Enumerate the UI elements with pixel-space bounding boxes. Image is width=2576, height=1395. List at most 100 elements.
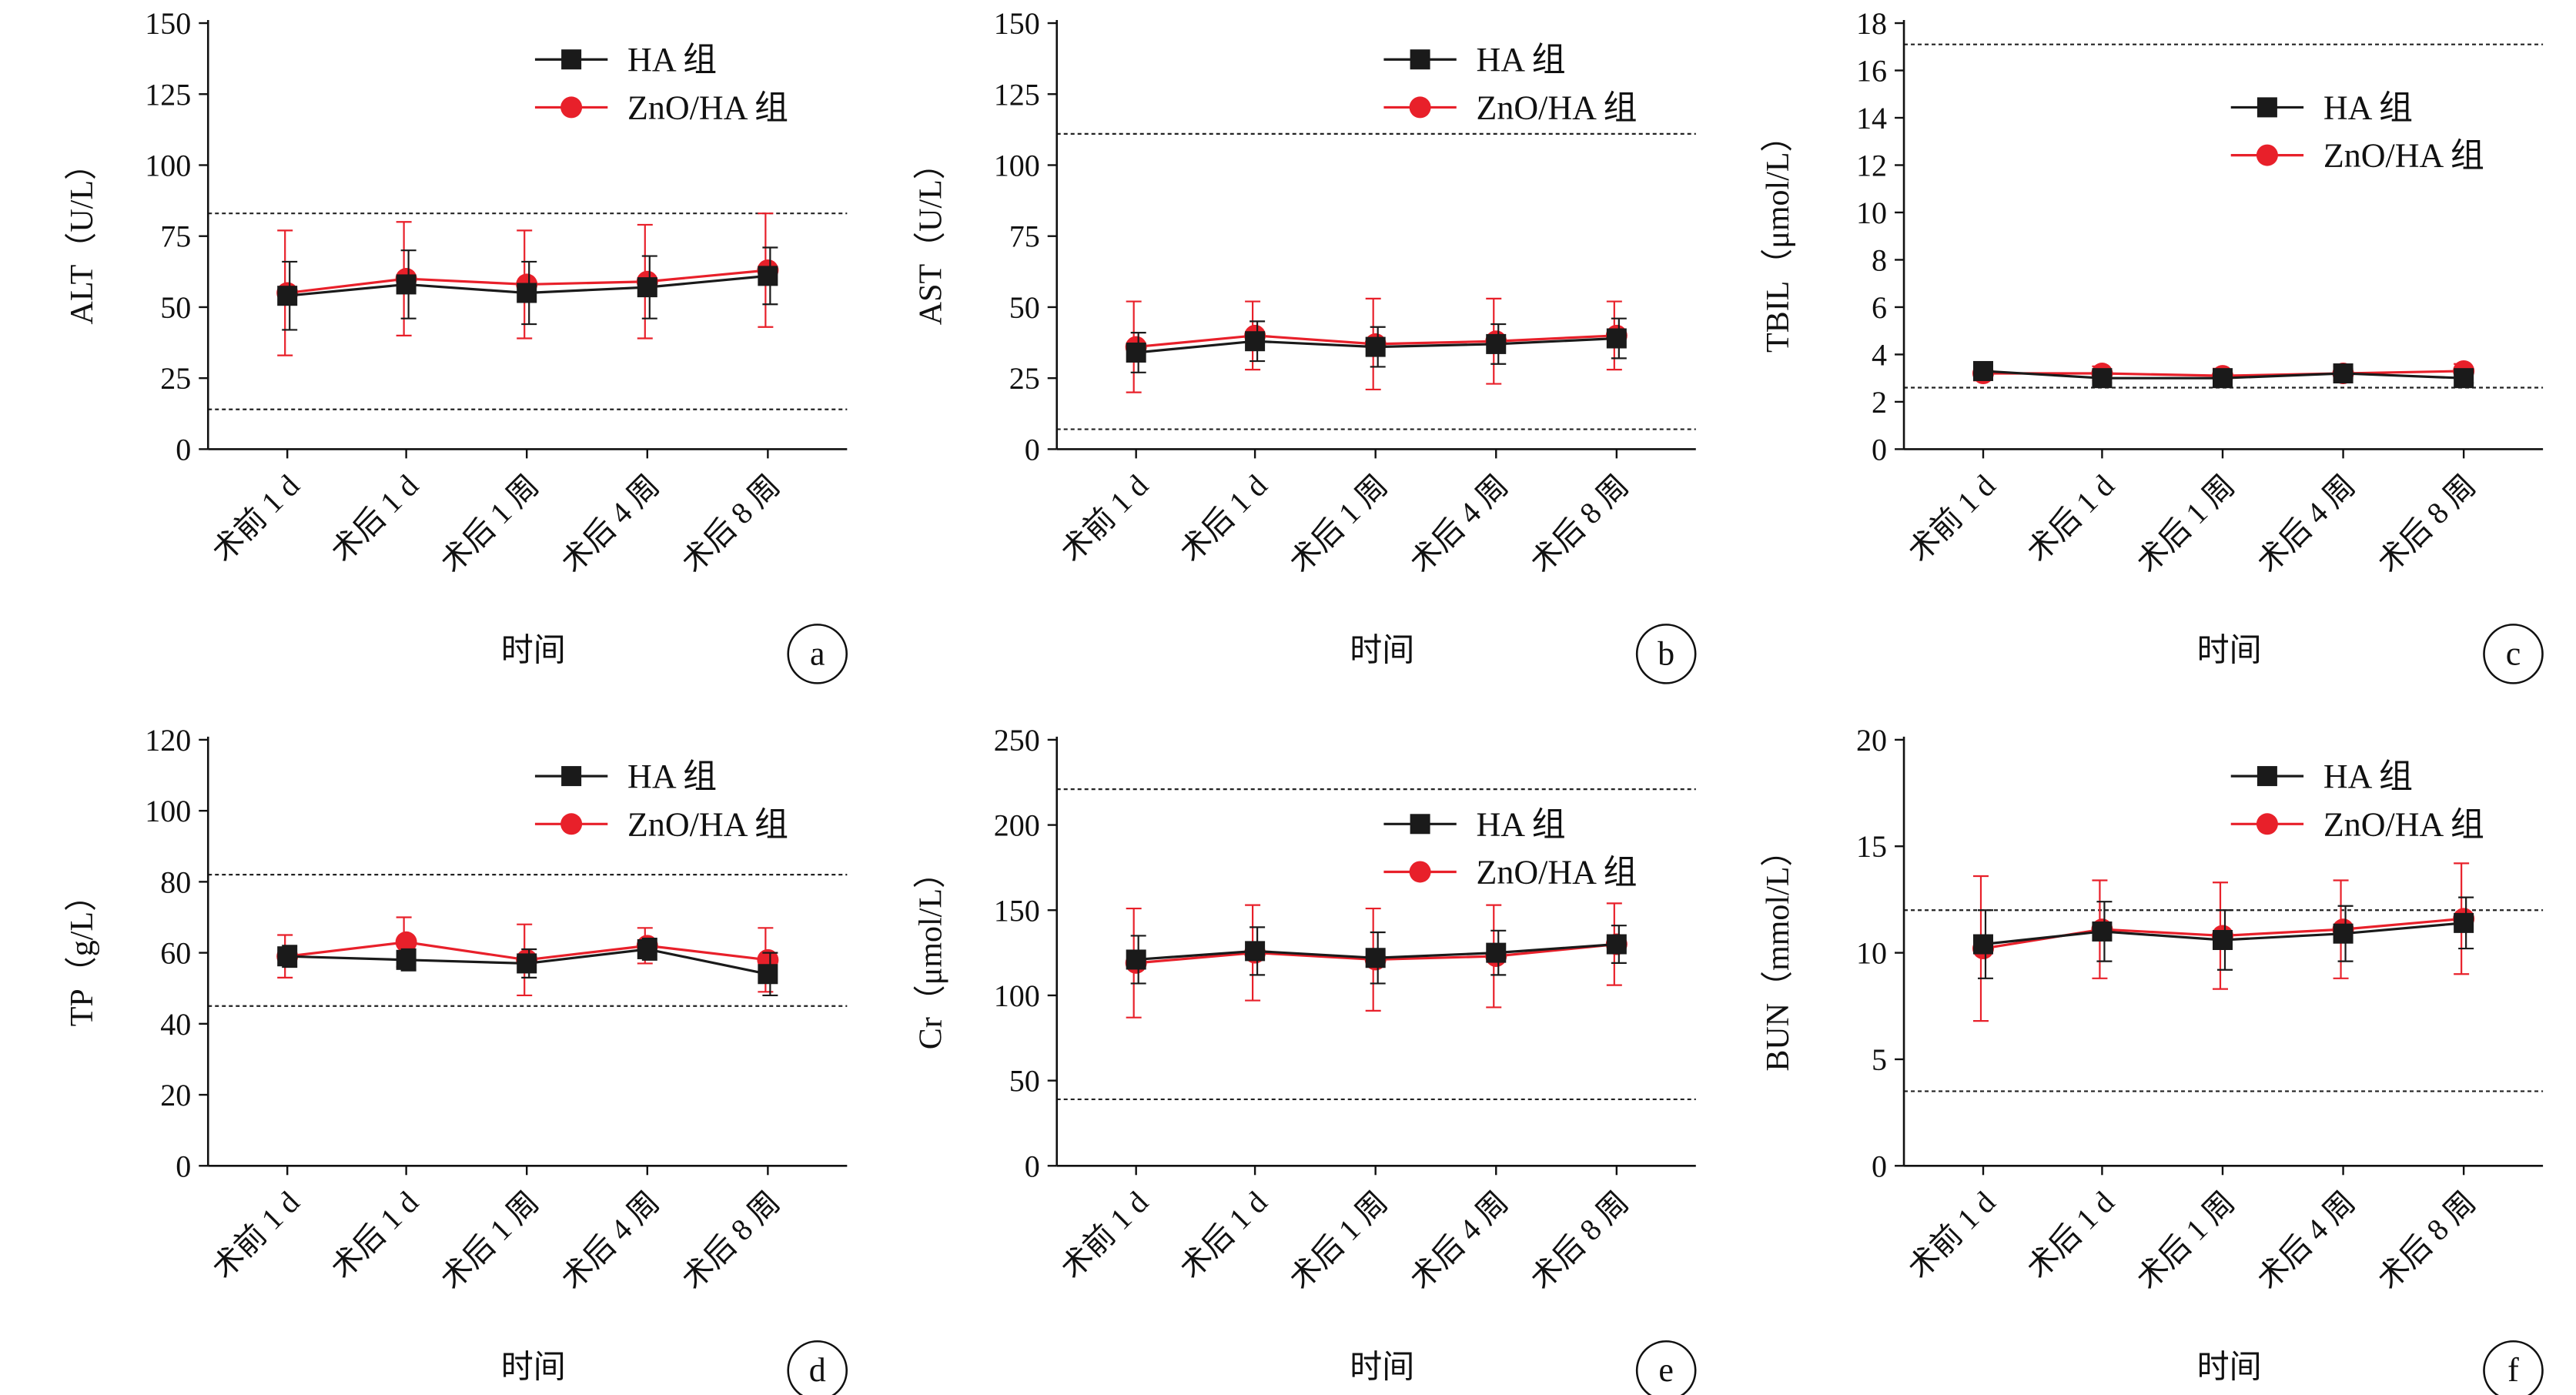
legend-marker <box>560 813 583 835</box>
series-ha <box>277 938 778 997</box>
y-tick-label: 5 <box>1872 1042 1887 1077</box>
y-tick-label: 8 <box>1872 243 1887 277</box>
x-tick-label: 术后 8 周 <box>675 468 787 580</box>
x-tick-label: 术前 1 d <box>206 1185 306 1286</box>
y-tick-label: 12 <box>1856 148 1887 182</box>
panel-label-circle <box>1635 624 1697 684</box>
y-tick-label: 150 <box>994 893 1040 928</box>
x-tick-label: 术后 1 周 <box>2129 468 2241 580</box>
y-axis-label: BUN（mmol/L） <box>1761 835 1796 1072</box>
x-tick-label: 术前 1 d <box>206 468 306 569</box>
data-point <box>517 283 537 303</box>
series-ha <box>1126 317 1627 373</box>
y-tick-label: 150 <box>145 6 191 41</box>
panel-a: 0 25 50 75 100 125 150 术前 1 d 术后 1 d 术后 1 周术后 4 周… <box>65 6 848 684</box>
data-point <box>758 266 778 286</box>
data-point <box>2092 921 2113 942</box>
data-point <box>2454 912 2474 933</box>
x-tick-label: 术后 1 d <box>324 1185 425 1286</box>
panel-label: b <box>1658 634 1674 672</box>
y-tick-label: 40 <box>160 1007 191 1042</box>
legend-marker <box>560 96 583 119</box>
x-tick-label: 术后 1 周 <box>434 1185 546 1296</box>
series-ha <box>1972 360 2474 389</box>
legend-marker <box>1410 49 1430 70</box>
legend-label: HA 组 <box>2323 89 2413 126</box>
legend-label: ZnO/HA 组 <box>2323 805 2484 843</box>
panel-c: 0 2 4 6 8 10 12 14 16 18 术前 1 d 术后 1 d 术后 1 周术后 4 周术… <box>1761 6 2544 684</box>
panel-label: a <box>810 634 825 672</box>
x-tick-label: 术后 1 周 <box>434 468 546 580</box>
legend: HA 组 ZnO/HA 组 <box>1383 805 1638 891</box>
y-axis-label: TP（g/L） <box>65 879 100 1026</box>
x-tick-label: 术后 8 周 <box>675 1185 787 1296</box>
y-tick-label: 4 <box>1872 337 1887 372</box>
legend: HA 组 ZnO/HA 组 <box>1383 41 1638 126</box>
legend-label: HA 组 <box>1477 41 1566 79</box>
y-tick-label: 0 <box>1872 432 1887 467</box>
legend-label: HA 组 <box>627 758 717 795</box>
y-tick-label: 80 <box>160 865 191 899</box>
data-point <box>2333 363 2354 384</box>
y-axis-label: ALT（U/L） <box>65 148 100 324</box>
y-axis-label: Cr（μmol/L） <box>914 856 949 1049</box>
y-tick-label: 150 <box>994 6 1040 41</box>
legend-marker <box>2256 813 2278 835</box>
data-point <box>1972 934 1993 955</box>
data-point <box>1126 342 1146 363</box>
legend-marker <box>2256 144 2278 166</box>
x-axis-label: 时间 <box>501 1350 566 1385</box>
x-tick-label: 术后 1 周 <box>1283 468 1394 580</box>
legend-label: ZnO/HA 组 <box>627 805 788 843</box>
data-point <box>1245 331 1266 352</box>
legend-marker <box>1410 814 1430 835</box>
y-tick-label: 0 <box>176 432 191 467</box>
y-tick-label: 25 <box>160 361 191 396</box>
y-tick-label: 50 <box>1009 1064 1040 1099</box>
y-tick-label: 10 <box>1856 936 1887 971</box>
x-tick-label: 术后 4 周 <box>2250 468 2362 580</box>
legend-label: ZnO/HA 组 <box>1477 853 1638 891</box>
panel-label: c <box>2506 634 2521 672</box>
y-tick-label: 18 <box>1856 6 1887 41</box>
y-tick-label: 0 <box>1025 1149 1040 1183</box>
x-tick-label: 术前 1 d <box>1054 1185 1155 1286</box>
series-ha <box>1972 896 2474 979</box>
data-point <box>2454 368 2474 389</box>
legend-marker <box>561 49 582 70</box>
y-tick-label: 15 <box>1856 829 1887 864</box>
legend-label: HA 组 <box>627 41 717 79</box>
data-point <box>517 953 537 974</box>
legend-label: ZnO/HA 组 <box>627 89 788 126</box>
x-tick-label: 术后 1 d <box>2020 468 2121 569</box>
y-tick-label: 0 <box>1025 432 1040 467</box>
legend: HA 组 ZnO/HA 组 <box>2230 89 2484 175</box>
x-axis-label: 时间 <box>1350 1350 1414 1385</box>
legend-label: HA 组 <box>1477 805 1566 843</box>
data-point <box>1606 328 1627 349</box>
data-point <box>396 949 417 970</box>
panel-label-circle <box>2483 624 2544 684</box>
y-tick-label: 10 <box>1856 196 1887 230</box>
panel-f: 0 5 10 15 20 术前 1 d 术后 1 d 术后 1 周术后 4 周术后 8 周 BU… <box>1761 723 2544 1395</box>
x-tick-label: 术前 1 d <box>1902 468 2002 569</box>
legend-label: ZnO/HA 组 <box>2323 137 2484 175</box>
data-point <box>396 274 417 295</box>
y-tick-label: 125 <box>994 77 1040 112</box>
data-point <box>1126 949 1146 970</box>
panel-e: 0 50 100 150 200 250 术前 1 d 术后 1 d 术后 1 周术后 4 周术… <box>914 723 1697 1395</box>
panel-label: e <box>1658 1351 1674 1389</box>
x-tick-label: 术前 1 d <box>1054 468 1155 569</box>
legend-marker <box>1409 861 1431 883</box>
data-point <box>2212 368 2233 389</box>
legend: HA 组 ZnO/HA 组 <box>534 41 788 126</box>
x-tick-label: 术后 1 d <box>2020 1185 2121 1286</box>
data-point <box>1606 934 1627 955</box>
y-tick-label: 0 <box>1872 1149 1887 1183</box>
legend-marker <box>2257 97 2277 118</box>
data-point <box>395 931 417 953</box>
panel-b: 0 25 50 75 100 125 150 术前 1 d 术后 1 d 术后 1 周术后 4 周… <box>914 6 1697 684</box>
series-ha <box>277 246 778 331</box>
x-tick-label: 术后 4 周 <box>1403 1185 1515 1296</box>
